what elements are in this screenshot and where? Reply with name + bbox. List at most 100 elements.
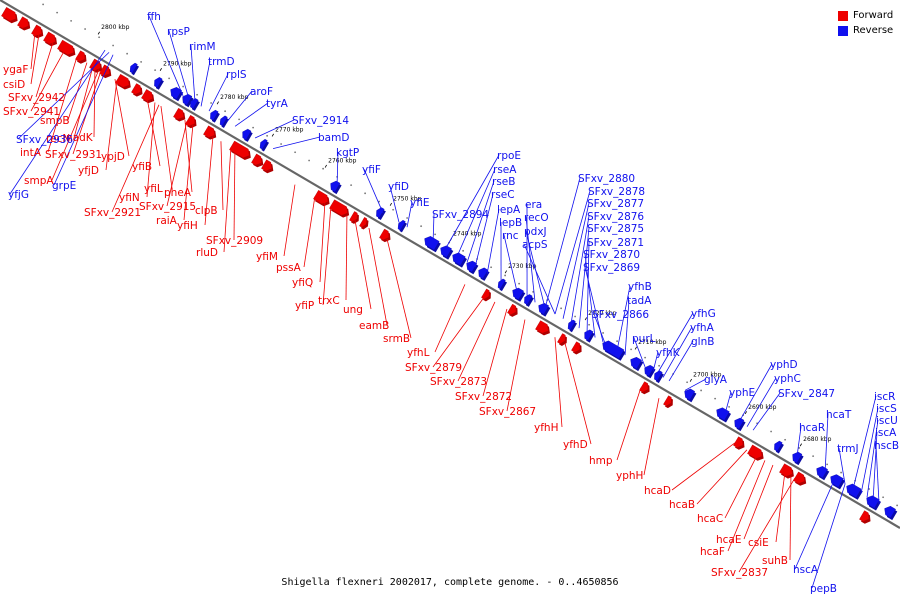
gene-label-sfxv_2866[interactable]: SFxv_2866 — [592, 309, 649, 321]
gene-label-yfin[interactable]: yfiN — [119, 192, 140, 204]
gene-label-hcaf[interactable]: hcaF — [700, 546, 725, 558]
gene-label-yphe[interactable]: yphE — [729, 387, 755, 399]
gene-label-glnb[interactable]: glnB — [691, 336, 714, 348]
gene-label-sfxv_2878[interactable]: SFxv_2878 — [588, 186, 645, 198]
gene-label-rimm[interactable]: rimM — [189, 41, 216, 53]
gene-label-yfiq[interactable]: yfiQ — [292, 277, 313, 289]
gene-label-smpa[interactable]: smpA — [24, 175, 54, 187]
gene-label-srmb[interactable]: srmB — [383, 333, 410, 345]
gene-label-hmp[interactable]: hmp — [589, 455, 613, 467]
gene-label-kgtp[interactable]: kgtP — [336, 147, 359, 159]
gene-label-phea[interactable]: pheA — [164, 187, 192, 199]
gene-label-hcad[interactable]: hcaD — [644, 485, 671, 497]
gene-label-rsec[interactable]: rseC — [491, 189, 515, 201]
gene-label-rpoe[interactable]: rpoE — [497, 150, 521, 162]
gene-label-yfib[interactable]: yfiB — [132, 161, 152, 173]
gene-label-yphc[interactable]: yphC — [774, 373, 801, 385]
gene-label-sfxv_2871[interactable]: SFxv_2871 — [587, 237, 644, 249]
gene-label-yfih[interactable]: yfiH — [177, 220, 198, 232]
gene-label-hscb[interactable]: hscB — [874, 440, 899, 452]
gene-label-yfid[interactable]: yfiD — [388, 181, 409, 193]
gene-label-yfhg[interactable]: yfhG — [691, 308, 716, 320]
gene-label-sfxv_2837[interactable]: SFxv_2837 — [711, 567, 768, 579]
gene-label-reco[interactable]: recO — [524, 212, 549, 224]
gene-label-yfip[interactable]: yfiP — [295, 300, 314, 312]
gene-label-trmd[interactable]: trmD — [208, 56, 235, 68]
gene-label-eamb[interactable]: eamB — [359, 320, 389, 332]
gene-label-sfxv_2909[interactable]: SFxv_2909 — [206, 235, 263, 247]
gene-label-sfxv_2914[interactable]: SFxv_2914 — [292, 115, 349, 127]
gene-label-suhb[interactable]: suhB — [762, 555, 788, 567]
gene-label-sfxv_2879[interactable]: SFxv_2879 — [405, 362, 462, 374]
gene-label-hcar[interactable]: hcaR — [799, 422, 825, 434]
gene-label-rpls[interactable]: rplS — [226, 69, 247, 81]
gene-label-smpb[interactable]: smpB — [40, 115, 70, 127]
gene-label-bamd[interactable]: bamD — [318, 132, 349, 144]
gene-label-era[interactable]: era — [525, 199, 542, 211]
gene-label-yfif[interactable]: yfiF — [362, 164, 381, 176]
gene-label-sfxv_2869[interactable]: SFxv_2869 — [583, 262, 640, 274]
gene-label-lepa[interactable]: lepA — [497, 204, 521, 216]
gene-label-yfjg[interactable]: yfjG — [8, 189, 29, 201]
gene-label-clpb[interactable]: clpB — [195, 205, 218, 217]
gene-label-yfjd[interactable]: yfjD — [78, 165, 99, 177]
gene-label-sfxv_2875[interactable]: SFxv_2875 — [587, 223, 644, 235]
gene-label-yphh[interactable]: yphH — [616, 470, 643, 482]
gene-label-iscu[interactable]: iscU — [876, 415, 898, 427]
gene-label-sfxv_2880[interactable]: SFxv_2880 — [578, 173, 635, 185]
gene-label-yphd[interactable]: yphD — [770, 359, 798, 371]
gene-label-iscs[interactable]: iscS — [876, 403, 897, 415]
gene-label-ygaf[interactable]: ygaF — [3, 64, 28, 76]
gene-label-hsca[interactable]: hscA — [793, 564, 819, 576]
gene-label-sfxv_2876[interactable]: SFxv_2876 — [587, 211, 644, 223]
gene-label-acps[interactable]: acpS — [522, 239, 548, 251]
gene-label-ypjd[interactable]: ypjD — [101, 151, 125, 163]
gene-label-rnc[interactable]: rnc — [502, 230, 519, 242]
gene-label-yfhk[interactable]: yfhK — [656, 347, 681, 359]
gene-label-nadk[interactable]: nadK — [66, 132, 94, 144]
gene-label-sfxv_2921[interactable]: SFxv_2921 — [84, 207, 141, 219]
gene-label-yfil[interactable]: yfiL — [144, 183, 163, 195]
gene-label-sfxv_2847[interactable]: SFxv_2847 — [778, 388, 835, 400]
gene-label-yfhh[interactable]: yfhH — [534, 422, 558, 434]
gene-label-sfxv_2894[interactable]: SFxv_2894 — [432, 209, 489, 221]
gene-label-hcae[interactable]: hcaE — [716, 534, 742, 546]
gene-label-yfie[interactable]: yfiE — [410, 197, 429, 209]
gene-label-pssa[interactable]: pssA — [276, 262, 302, 274]
gene-label-purl[interactable]: purL — [632, 333, 656, 345]
gene-label-sfxv_2942[interactable]: SFxv_2942 — [8, 92, 65, 104]
gene-label-ung[interactable]: ung — [343, 304, 363, 316]
gene-label-lepb[interactable]: lepB — [499, 217, 522, 229]
gene-label-sfxv_2877[interactable]: SFxv_2877 — [587, 198, 644, 210]
gene-label-sfxv_2915[interactable]: SFxv_2915 — [139, 201, 196, 213]
gene-label-pepb[interactable]: pepB — [810, 583, 837, 595]
gene-label-pdxj[interactable]: pdxJ — [524, 226, 547, 238]
gene-label-hcat[interactable]: hcaT — [826, 409, 852, 421]
gene-label-rsea[interactable]: rseA — [493, 164, 517, 176]
gene-label-sfxv_2873[interactable]: SFxv_2873 — [430, 376, 487, 388]
gene-label-sfxv_2870[interactable]: SFxv_2870 — [583, 249, 640, 261]
gene-label-hcac[interactable]: hcaC — [697, 513, 723, 525]
gene-label-yfhd[interactable]: yfhD — [563, 439, 588, 451]
gene-label-sfxv_2931[interactable]: SFxv_2931 — [45, 149, 102, 161]
gene-label-rseb[interactable]: rseB — [492, 176, 515, 188]
gene-label-hcab[interactable]: hcaB — [669, 499, 695, 511]
gene-label-isca[interactable]: iscA — [875, 427, 897, 439]
gene-label-tada[interactable]: tadA — [627, 295, 652, 307]
gene-label-yfhb[interactable]: yfhB — [628, 281, 652, 293]
gene-label-sfxv_2872[interactable]: SFxv_2872 — [455, 391, 512, 403]
gene-label-csie[interactable]: csiE — [748, 537, 769, 549]
gene-label-inta[interactable]: intA — [20, 147, 42, 159]
gene-label-grpe[interactable]: grpE — [52, 180, 76, 192]
gene-label-glya[interactable]: glyA — [704, 374, 728, 386]
gene-label-yfha[interactable]: yfhA — [690, 322, 715, 334]
gene-label-trxc[interactable]: trxC — [318, 295, 340, 307]
gene-label-sfxv_2936[interactable]: SFxv_2936 — [16, 134, 73, 146]
gene-label-sfxv_2941[interactable]: SFxv_2941 — [3, 106, 60, 118]
gene-label-iscr[interactable]: iscR — [874, 391, 895, 403]
gene-label-yfim[interactable]: yfiM — [256, 251, 278, 263]
gene-label-tyra[interactable]: tyrA — [266, 98, 289, 110]
gene-label-rlud[interactable]: rluD — [196, 247, 218, 259]
gene-label-trmj[interactable]: trmJ — [837, 443, 859, 455]
gene-label-yfhl[interactable]: yfhL — [407, 347, 430, 359]
